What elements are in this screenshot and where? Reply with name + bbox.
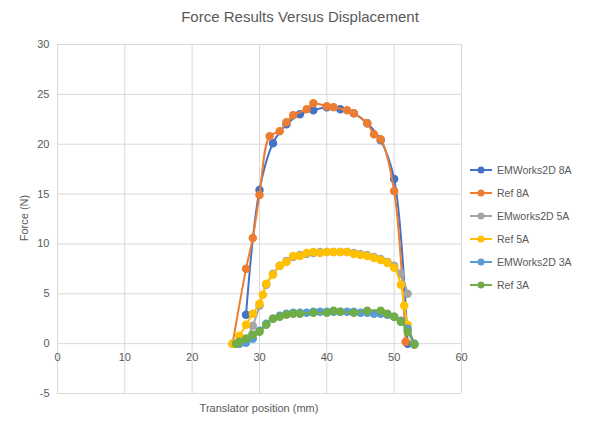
svg-text:40: 40 <box>321 351 333 363</box>
html-text:Translator position (mm): Translator position (mm) <box>199 402 319 414</box>
svg-text:50: 50 <box>388 351 400 363</box>
svg-text:10: 10 <box>37 237 49 249</box>
html-text:Ref 8A: Ref 8A <box>497 186 530 199</box>
svg-text:25: 25 <box>37 88 49 100</box>
html-text:EMWorks2D 8A: EMWorks2D 8A <box>497 163 572 176</box>
svg-text:-5: -5 <box>40 387 50 399</box>
svg-text:20: 20 <box>186 351 198 363</box>
html-text:EMworks2D 5A: EMworks2D 5A <box>497 209 570 222</box>
svg-text:60: 60 <box>455 351 467 363</box>
svg-text:30: 30 <box>253 351 265 363</box>
html-text:Ref 5A: Ref 5A <box>497 232 530 245</box>
html-text:Ref 3A: Ref 3A <box>497 278 530 291</box>
html-text:Force (N): Force (N) <box>18 194 30 242</box>
svg-text:0: 0 <box>43 337 49 349</box>
svg-text:20: 20 <box>37 138 49 150</box>
svg-text:10: 10 <box>119 351 131 363</box>
svg-text:5: 5 <box>43 287 49 299</box>
html-text:EMWorks2D 3A: EMWorks2D 3A <box>497 255 572 268</box>
svg-text:0: 0 <box>54 351 60 363</box>
html-text:Force Results Versus Displacem: Force Results Versus Displacement <box>181 8 419 25</box>
svg-text:30: 30 <box>37 38 49 50</box>
svg-text:15: 15 <box>37 188 49 200</box>
